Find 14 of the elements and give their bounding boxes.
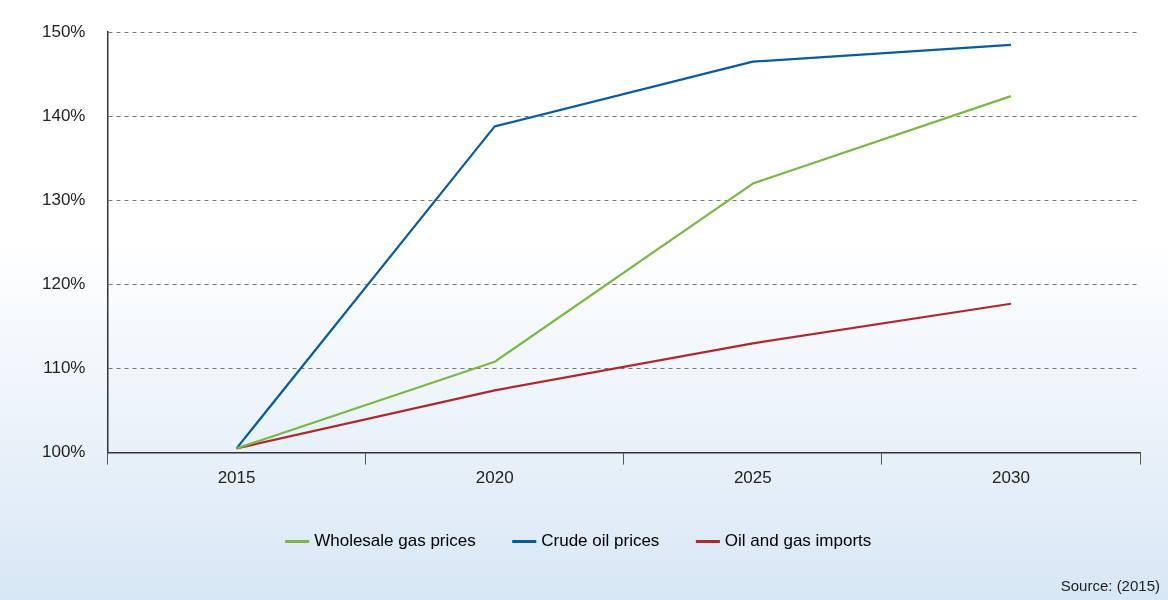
x-tick-label: 2030 — [992, 468, 1030, 488]
y-tick-label: 130% — [42, 190, 86, 210]
source-note: Source: (2015) — [1060, 577, 1160, 594]
y-tick-label: 100% — [42, 442, 86, 462]
x-tick-label: 2025 — [733, 468, 772, 488]
x-tick-label: 2020 — [475, 468, 514, 488]
legend-label: Wholesale gas prices — [314, 531, 476, 551]
x-tick-label: 2015 — [217, 468, 256, 488]
y-tick-label: 110% — [43, 358, 86, 378]
y-tick-label: 150% — [42, 21, 86, 41]
y-tick-label: 140% — [42, 105, 86, 125]
y-tick-label: 120% — [42, 274, 86, 294]
legend-label: Crude oil prices — [541, 531, 660, 551]
legend-label: Oil and gas imports — [724, 531, 872, 551]
